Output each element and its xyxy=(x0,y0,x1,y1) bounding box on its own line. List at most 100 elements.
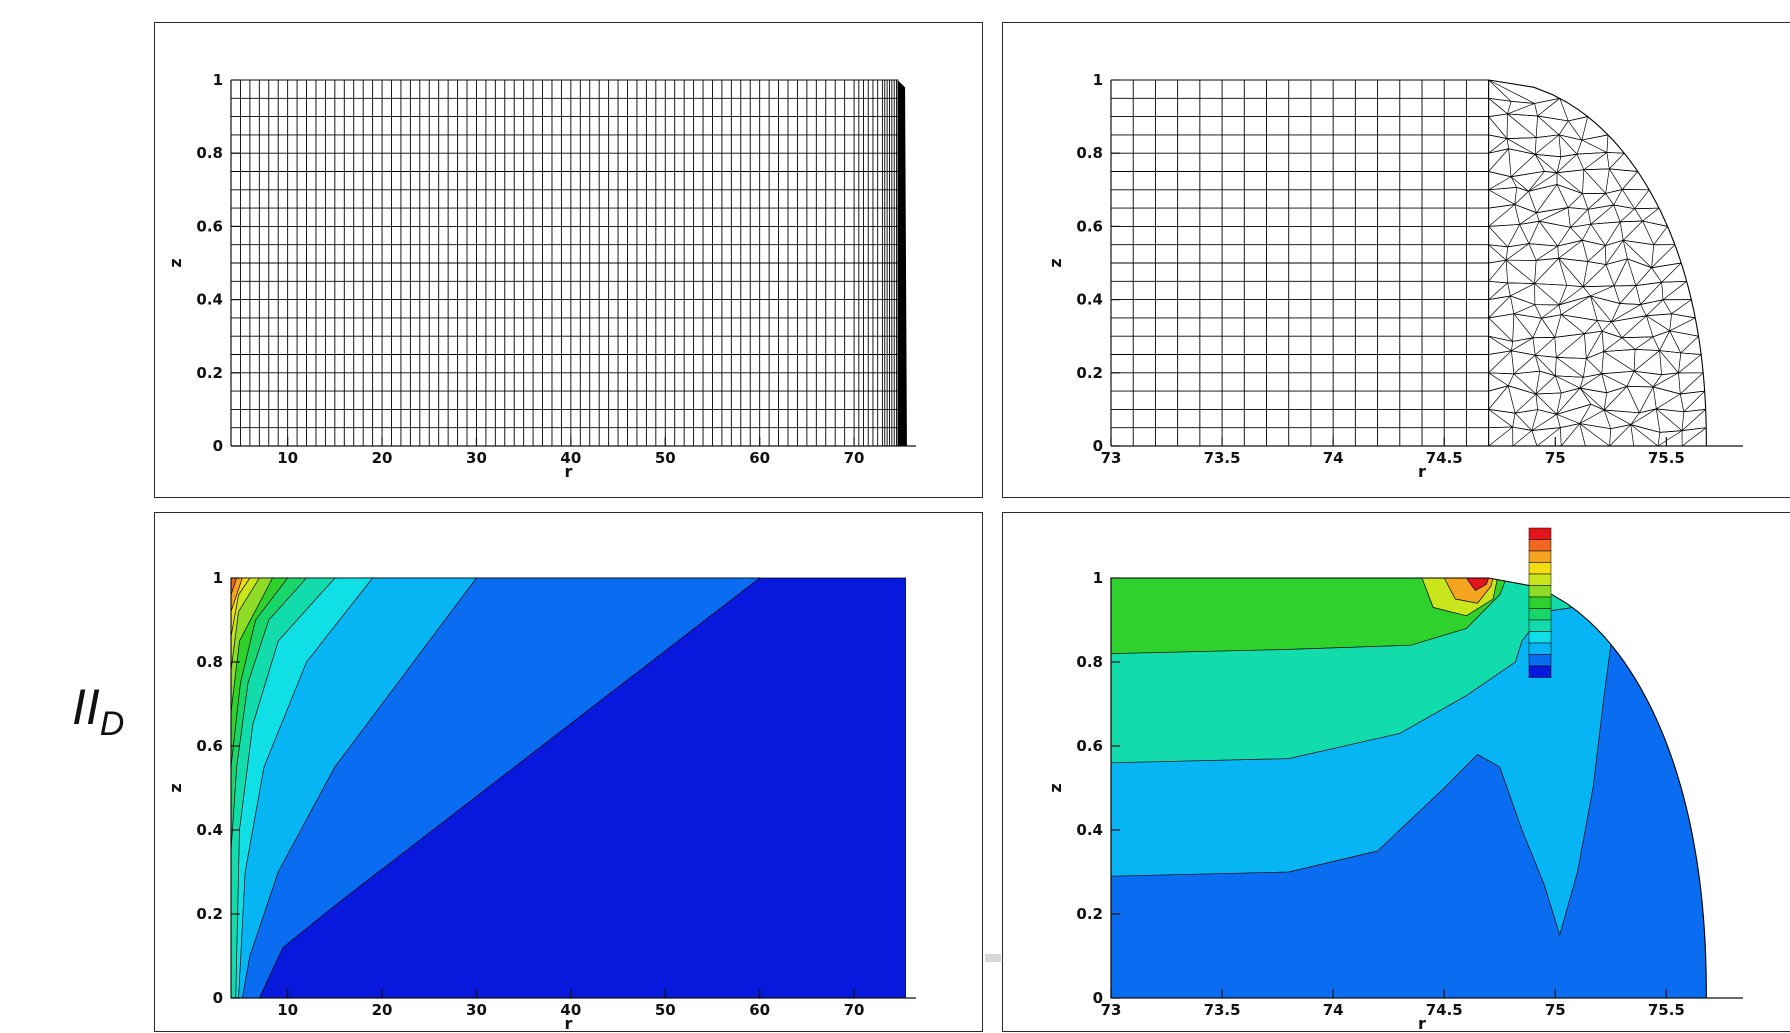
mesh-edge xyxy=(1489,149,1509,172)
mesh-edge xyxy=(1643,221,1668,226)
mesh-edge xyxy=(1684,409,1706,411)
mesh-edge xyxy=(1536,258,1559,260)
mesh-edge xyxy=(1614,205,1635,209)
mesh-edge xyxy=(1541,315,1561,319)
mesh-edge xyxy=(1614,189,1623,205)
mesh-edge xyxy=(1555,357,1556,375)
mesh-edge xyxy=(1489,281,1508,283)
mesh-edge xyxy=(1535,258,1559,283)
mesh-edge xyxy=(1535,154,1561,156)
x-tick-label: 74.5 xyxy=(1426,1001,1463,1019)
mesh-edge xyxy=(1614,286,1620,304)
mesh-edge xyxy=(1514,305,1535,314)
mesh-edge xyxy=(1489,245,1507,260)
mesh-edge xyxy=(1577,154,1584,170)
mesh-edge xyxy=(1646,314,1671,316)
mesh-edge xyxy=(1557,170,1584,173)
mesh-edge xyxy=(1602,322,1611,331)
x-tick-label: 74.5 xyxy=(1426,449,1463,467)
legend-swatch xyxy=(1529,551,1551,563)
mesh-edge xyxy=(1535,284,1567,286)
mesh-edge xyxy=(1627,259,1635,286)
mesh-edge xyxy=(1588,261,1606,264)
mesh-edge xyxy=(1656,409,1682,431)
y-tick-label: 0.4 xyxy=(1076,821,1103,839)
x-tick-label: 73 xyxy=(1101,1001,1122,1019)
x-tick-label: 10 xyxy=(277,449,298,467)
x-tick-label: 73.5 xyxy=(1204,1001,1241,1019)
x-tick-label: 75 xyxy=(1545,1001,1566,1019)
mesh-edge xyxy=(1588,209,1591,224)
y-axis-label: z xyxy=(166,783,185,792)
mesh-edge xyxy=(1602,331,1622,338)
mesh-edge xyxy=(1622,338,1635,350)
mesh-edge xyxy=(1627,259,1651,268)
mesh-edge xyxy=(1508,224,1520,246)
mesh-edge xyxy=(1670,331,1699,336)
y-tick-label: 0 xyxy=(1093,437,1103,455)
mesh-edge xyxy=(1555,334,1585,338)
mesh-edge xyxy=(1639,409,1656,413)
mesh-edge xyxy=(1515,204,1537,212)
mesh-edge xyxy=(1535,103,1538,116)
x-tick-label: 70 xyxy=(844,449,865,467)
mesh-edge xyxy=(1582,240,1588,261)
mesh-edge xyxy=(1614,205,1621,222)
mesh-edge xyxy=(1536,393,1561,394)
mesh-edge xyxy=(1535,138,1536,155)
mesh-edge xyxy=(1639,387,1653,413)
mesh-edge xyxy=(1656,394,1680,409)
mesh-lines xyxy=(231,80,907,446)
mesh-edge xyxy=(1636,282,1662,285)
mesh-edge xyxy=(1508,114,1537,138)
x-axis-label: r xyxy=(565,462,573,481)
mesh-edge xyxy=(1631,425,1658,446)
mesh-edge xyxy=(1681,353,1701,355)
mesh-edge xyxy=(1605,246,1606,265)
y-tick-label: 0.6 xyxy=(1076,217,1103,235)
legend-swatch xyxy=(1529,620,1551,632)
mesh-edge xyxy=(1670,314,1672,331)
mesh-edge xyxy=(1586,359,1601,374)
mesh-edge xyxy=(1536,116,1537,138)
mesh-edge xyxy=(1636,286,1641,305)
mesh-edge xyxy=(1586,352,1603,359)
mesh-edge xyxy=(1529,221,1539,243)
mesh-edge xyxy=(1636,268,1652,286)
mesh-edge xyxy=(1582,135,1608,140)
mesh-edge xyxy=(1604,410,1639,413)
mesh-edge xyxy=(1511,177,1517,188)
mesh-edge xyxy=(1508,283,1511,296)
mesh-edge xyxy=(1489,245,1508,247)
x-tick-label: 50 xyxy=(655,1001,676,1019)
mesh-edge xyxy=(1670,331,1681,353)
legend-swatch xyxy=(1529,528,1551,540)
mesh-edge xyxy=(1634,349,1635,371)
mesh-edge xyxy=(1656,409,1660,433)
mesh-edge xyxy=(1606,169,1610,194)
mesh-edge xyxy=(1508,101,1512,114)
mesh-edge xyxy=(1684,391,1705,412)
mesh-edge xyxy=(1582,117,1588,140)
mesh-edge xyxy=(1607,152,1624,153)
mesh-edge xyxy=(1583,286,1614,287)
mesh-edge xyxy=(1623,240,1653,244)
x-tick-label: 30 xyxy=(466,449,487,467)
mesh-edge xyxy=(1489,373,1514,374)
mesh-edge xyxy=(1606,193,1614,205)
mesh-edge xyxy=(1515,204,1520,224)
mesh-edge xyxy=(1584,331,1602,333)
mesh-edge xyxy=(1583,359,1586,378)
mesh-edge xyxy=(1622,172,1637,190)
y-axis-label: z xyxy=(166,258,185,267)
x-tick-label: 73.5 xyxy=(1204,449,1241,467)
legend-swatch xyxy=(1529,666,1551,678)
mesh-edge xyxy=(1658,432,1660,446)
mesh-edge xyxy=(1570,209,1588,227)
y-tick-label: 1 xyxy=(213,569,223,587)
mesh-edge xyxy=(1602,374,1607,393)
y-tick-label: 0.8 xyxy=(196,653,223,671)
